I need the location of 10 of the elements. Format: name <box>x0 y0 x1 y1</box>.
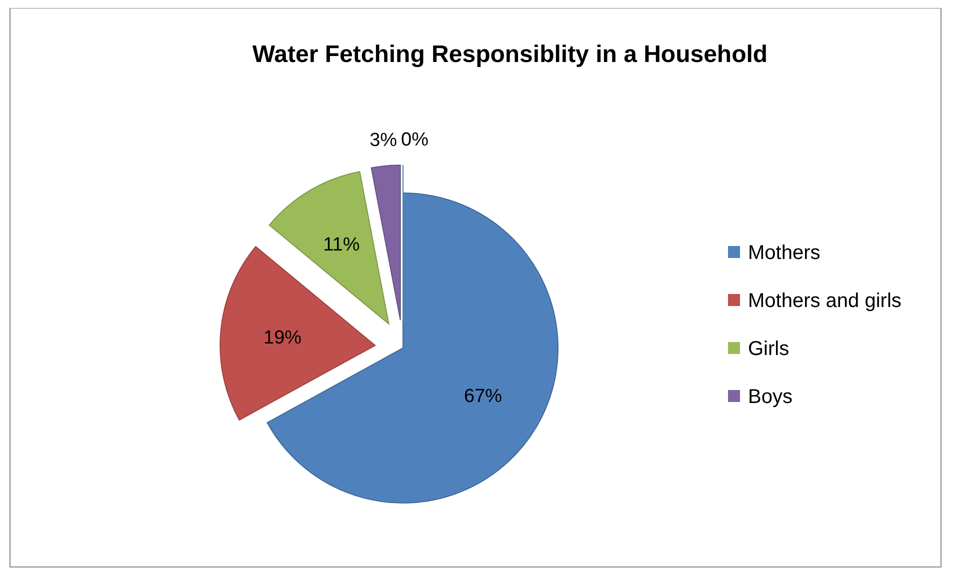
chart-title: Water Fetching Responsiblity in a Household <box>252 41 768 68</box>
data-label: 3% <box>370 130 398 152</box>
data-label: 11% <box>323 234 360 256</box>
legend-label: Mothers and girls <box>748 290 902 312</box>
legend-label: Girls <box>748 338 790 360</box>
data-label: 67% <box>464 386 502 407</box>
data-label: 19% <box>264 327 302 348</box>
legend-label: Mothers <box>748 242 820 264</box>
text: 0% <box>401 129 428 150</box>
legend-label: Boys <box>748 386 792 408</box>
